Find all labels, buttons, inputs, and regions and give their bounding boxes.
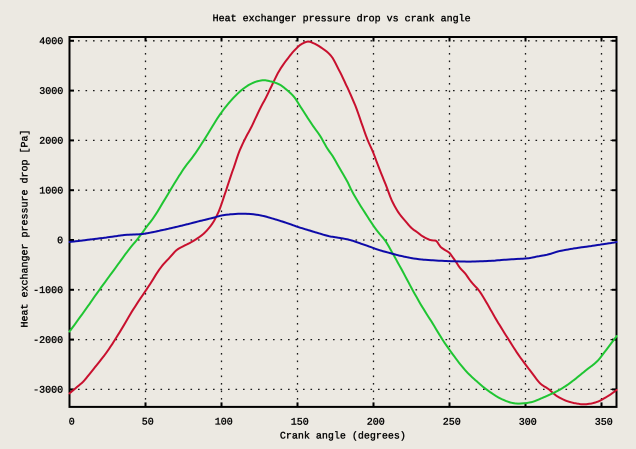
svg-text:0: 0 (57, 236, 63, 247)
svg-text:4000: 4000 (39, 37, 63, 48)
svg-text:200: 200 (367, 418, 385, 429)
svg-text:250: 250 (443, 418, 461, 429)
svg-text:350: 350 (595, 418, 613, 429)
svg-text:-3000: -3000 (33, 386, 63, 397)
svg-text:-1000: -1000 (33, 286, 63, 297)
svg-text:Heat exchanger pressure drop [: Heat exchanger pressure drop [Pa] (20, 129, 32, 327)
svg-text:100: 100 (215, 418, 233, 429)
svg-text:300: 300 (519, 418, 537, 429)
svg-text:2000: 2000 (39, 137, 63, 148)
svg-text:-2000: -2000 (33, 336, 63, 347)
svg-text:150: 150 (291, 418, 309, 429)
svg-text:0: 0 (69, 417, 75, 428)
svg-text:3000: 3000 (39, 87, 63, 98)
svg-text:Crank angle (degrees): Crank angle (degrees) (280, 430, 406, 442)
svg-text:50: 50 (142, 418, 154, 429)
svg-text:Heat exchanger pressure drop v: Heat exchanger pressure drop vs crank an… (213, 13, 471, 25)
svg-text:1000: 1000 (39, 186, 63, 197)
